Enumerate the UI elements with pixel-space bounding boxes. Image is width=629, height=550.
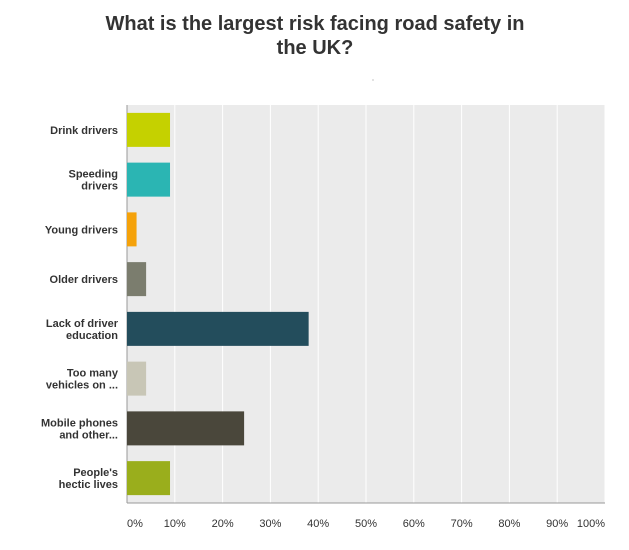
x-tick-label: 60% bbox=[403, 518, 425, 530]
bar bbox=[127, 162, 171, 197]
plot-area: Drink drivers Speeding drivers Young driver… bbox=[41, 105, 606, 530]
bar bbox=[127, 112, 171, 147]
x-tick-label: 10% bbox=[164, 518, 186, 530]
chart-title-line-2: the UK? bbox=[276, 37, 354, 59]
category-label: Lack of driver education bbox=[46, 318, 119, 342]
x-tick-label: 80% bbox=[498, 518, 520, 530]
decorative-dot bbox=[372, 79, 374, 81]
bar bbox=[127, 311, 309, 346]
x-tick-label: 30% bbox=[259, 518, 281, 530]
x-tick-label: 100% bbox=[577, 518, 605, 530]
bar bbox=[127, 361, 147, 396]
category-label: Mobile phones and other... bbox=[41, 417, 118, 441]
x-tick-label: 20% bbox=[212, 518, 234, 530]
x-tick-label: 0% bbox=[127, 518, 143, 530]
category-label: Too many vehicles on ... bbox=[46, 368, 119, 392]
category-label: Young drivers bbox=[45, 224, 118, 236]
bar bbox=[127, 461, 171, 496]
chart-title-line-1: What is the largest risk facing road saf… bbox=[105, 13, 525, 35]
x-tick-label: 50% bbox=[355, 518, 377, 530]
x-tick-label: 70% bbox=[451, 518, 473, 530]
category-label: People's hectic lives bbox=[59, 467, 118, 491]
category-label: Speeding drivers bbox=[68, 169, 118, 193]
bar bbox=[127, 212, 137, 247]
chart-title: What is the largest risk facing road saf… bbox=[60, 12, 570, 60]
x-tick-label: 40% bbox=[307, 518, 329, 530]
category-label: Older drivers bbox=[50, 274, 118, 286]
x-tick-label: 90% bbox=[546, 518, 568, 530]
category-label: Drink drivers bbox=[50, 125, 118, 137]
bar bbox=[127, 262, 147, 297]
bar bbox=[127, 411, 245, 446]
